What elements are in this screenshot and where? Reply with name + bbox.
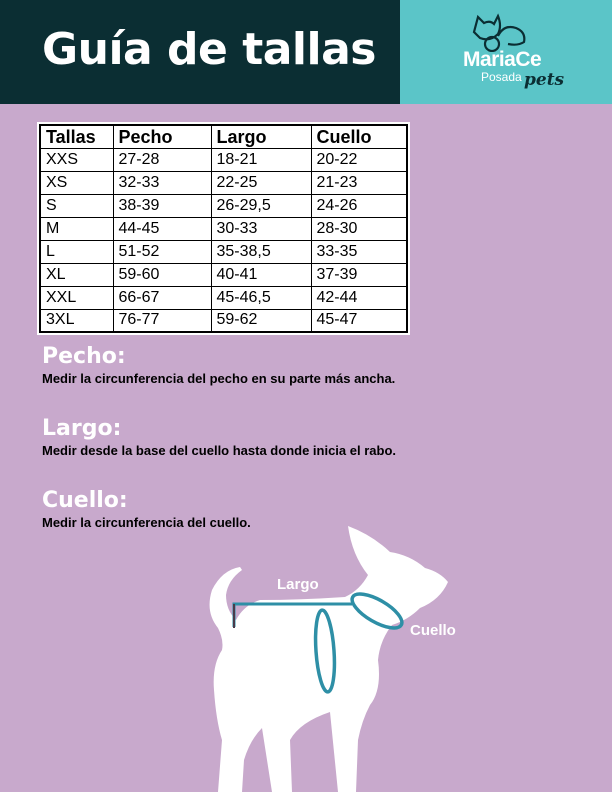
col-header: Cuello (310, 124, 408, 149)
table-cell: XL (39, 262, 114, 287)
col-header: Pecho (112, 124, 212, 149)
section-title: Pecho: (42, 344, 126, 369)
size-table: Tallas Pecho Largo Cuello XXS 27-28 18-21 2… (39, 124, 408, 333)
col-header: Largo (210, 124, 312, 149)
table-cell: 28-30 (310, 216, 408, 241)
table-cell: 3XL (39, 308, 114, 333)
label-largo: Largo (277, 576, 319, 593)
table-row: 3XL 76-77 59-62 45-47 (39, 308, 408, 333)
label-pecho: Pecho (283, 692, 329, 709)
table-cell: 21-23 (310, 170, 408, 195)
page-title: Guía de tallas (42, 24, 376, 75)
table-row: XXS 27-28 18-21 20-22 (39, 147, 408, 172)
logo: MariaCe Posada pets (400, 0, 612, 104)
logo-name: MariaCe (463, 48, 542, 71)
section-text: Medir la circunferencia del pecho en su … (42, 371, 396, 386)
pecho-ring (313, 608, 337, 694)
table-cell: 76-77 (112, 308, 212, 333)
table-row: XS 32-33 22-25 21-23 (39, 170, 408, 195)
section-title: Cuello: (42, 488, 128, 513)
table-cell: 24-26 (310, 193, 408, 218)
table-header-row: Tallas Pecho Largo Cuello (39, 124, 408, 149)
table-row: XXL 66-67 45-46,5 42-44 (39, 285, 408, 310)
cuello-ring (350, 592, 404, 630)
cat-dog-logo-icon (472, 13, 526, 52)
table-cell: 35-38,5 (210, 239, 312, 264)
table-cell: XXS (39, 147, 114, 172)
table-row: XL 59-60 40-41 37-39 (39, 262, 408, 287)
table-cell: 66-67 (112, 285, 212, 310)
table-cell: 26-29,5 (210, 193, 312, 218)
section-text: Medir desde la base del cuello hasta don… (42, 443, 396, 458)
col-header: Tallas (39, 124, 114, 149)
label-cuello: Cuello (410, 622, 456, 639)
logo-subtitle: Posada (481, 70, 522, 84)
table-cell: 59-60 (112, 262, 212, 287)
table-cell: 27-28 (112, 147, 212, 172)
section-largo: Largo: Medir desde la base del cuello ha… (42, 416, 396, 458)
table-cell: 20-22 (310, 147, 408, 172)
header-bar: Guía de tallas (0, 0, 400, 104)
table-row: L 51-52 35-38,5 33-35 (39, 239, 408, 264)
table-cell: 59-62 (210, 308, 312, 333)
section-title: Largo: (42, 416, 122, 441)
table-cell: 18-21 (210, 147, 312, 172)
table-cell: 37-39 (310, 262, 408, 287)
table-cell: 22-25 (210, 170, 312, 195)
section-pecho: Pecho: Medir la circunferencia del pecho… (42, 344, 395, 386)
dog-silhouette-icon (209, 526, 448, 792)
table-cell: 45-47 (310, 308, 408, 333)
section-cuello: Cuello: Medir la circunferencia del cuel… (42, 488, 251, 530)
section-text: Medir la circunferencia del cuello. (42, 515, 251, 530)
table-cell: S (39, 193, 114, 218)
logo-script: pets (524, 70, 565, 90)
table-cell: 32-33 (112, 170, 212, 195)
table-cell: 33-35 (310, 239, 408, 264)
table-row: S 38-39 26-29,5 24-26 (39, 193, 408, 218)
